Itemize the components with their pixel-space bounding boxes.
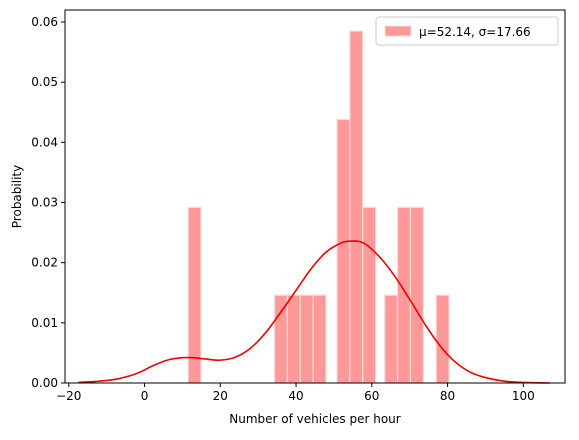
y-tick-label: 0.02 bbox=[31, 256, 58, 270]
y-axis-ticks: 0.00 0.01 0.02 0.03 0.04 0.05 0.06 bbox=[31, 15, 65, 390]
histogram-bar-4 bbox=[299, 294, 314, 384]
x-tick-label: 80 bbox=[440, 389, 455, 403]
x-tick-label: 100 bbox=[512, 389, 535, 403]
legend-label: μ=52.14, σ=17.66 bbox=[419, 25, 531, 39]
x-tick-label: 60 bbox=[364, 389, 379, 403]
y-tick-label: 0.04 bbox=[31, 135, 58, 149]
histogram-bar-9 bbox=[384, 294, 399, 384]
y-tick-label: 0.06 bbox=[31, 15, 58, 29]
x-tick-label: 20 bbox=[213, 389, 228, 403]
x-tick-label: 0 bbox=[141, 389, 149, 403]
axes-frame bbox=[64, 9, 566, 384]
kde-curve-layer bbox=[78, 240, 550, 384]
y-axis-label: Probability bbox=[10, 165, 24, 228]
histogram-bar-3 bbox=[286, 294, 301, 384]
x-axis-ticks: −20 0 20 40 60 80 100 bbox=[56, 383, 535, 403]
kde-line bbox=[78, 240, 550, 384]
x-tick-label: 40 bbox=[288, 389, 303, 403]
y-tick-label: 0.05 bbox=[31, 75, 58, 89]
histogram-bar-5 bbox=[312, 294, 327, 384]
histogram-bar-10 bbox=[396, 206, 412, 384]
y-tick-label: 0.03 bbox=[31, 196, 58, 210]
histogram-bar-1 bbox=[187, 206, 202, 384]
legend: μ=52.14, σ=17.66 bbox=[375, 16, 559, 46]
histogram-bar-2 bbox=[273, 294, 288, 384]
x-axis-label: Number of vehicles per hour bbox=[229, 412, 401, 426]
histogram-bar-6 bbox=[336, 118, 351, 384]
x-tick-label: −20 bbox=[56, 389, 81, 403]
histogram-bar-7 bbox=[349, 30, 364, 384]
y-tick-label: 0.01 bbox=[31, 316, 58, 330]
y-tick-label: 0.00 bbox=[31, 376, 58, 390]
histogram-bar-8 bbox=[362, 206, 377, 384]
histogram-bar-11 bbox=[409, 206, 424, 384]
histogram-bar-12 bbox=[435, 294, 450, 384]
legend-swatch bbox=[384, 25, 412, 37]
legend-box bbox=[375, 16, 559, 46]
histogram-bars bbox=[187, 30, 450, 384]
